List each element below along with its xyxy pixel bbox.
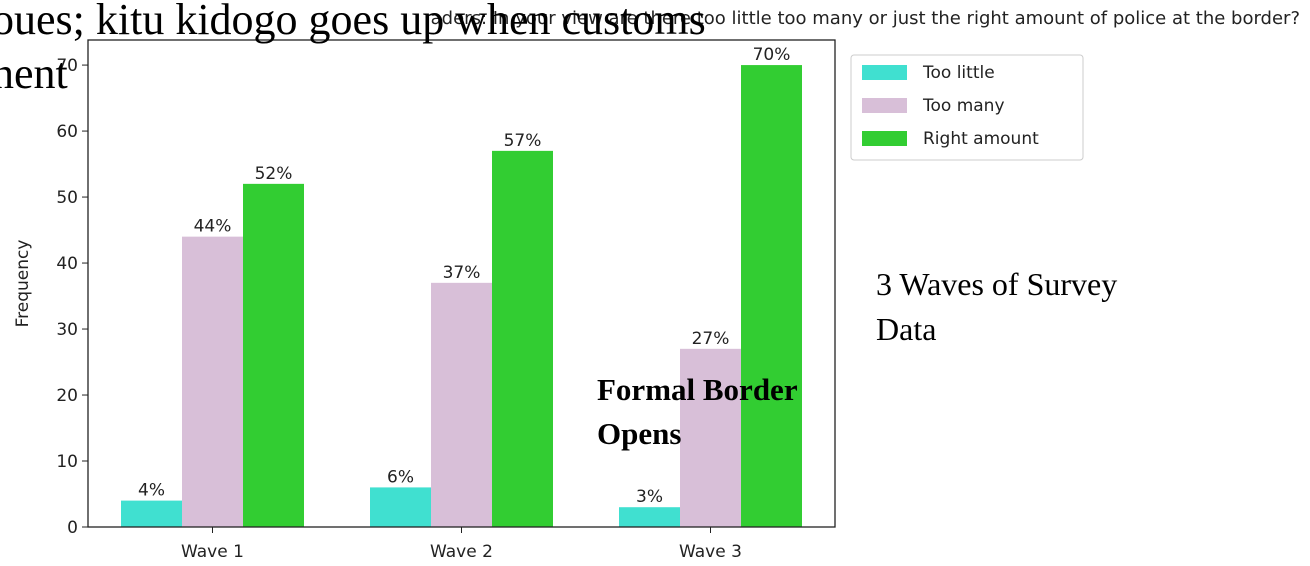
legend-swatch bbox=[862, 131, 907, 146]
annotation: 3 Waves of Survey bbox=[876, 266, 1117, 302]
y-tick-label: 10 bbox=[56, 452, 78, 472]
value-label: 52% bbox=[255, 164, 293, 184]
value-label: 4% bbox=[138, 481, 165, 501]
value-label: 6% bbox=[387, 467, 414, 487]
bar bbox=[182, 236, 243, 527]
chart-title: aders: In your view are there too little… bbox=[431, 8, 1300, 29]
y-tick-label: 60 bbox=[56, 122, 78, 142]
value-label: 3% bbox=[636, 487, 663, 507]
y-tick-label: 0 bbox=[67, 518, 78, 538]
bar bbox=[619, 507, 680, 527]
value-label: 44% bbox=[194, 217, 232, 237]
legend-swatch bbox=[862, 98, 907, 113]
bar bbox=[680, 348, 741, 527]
y-tick-label: 50 bbox=[56, 188, 78, 208]
legend-label: Too little bbox=[922, 63, 995, 83]
legend-label: Right amount bbox=[923, 129, 1039, 149]
overlay-heading: nent bbox=[0, 49, 68, 98]
y-tick-label: 20 bbox=[56, 386, 78, 406]
annotation: Formal Border bbox=[597, 372, 798, 407]
bar bbox=[741, 65, 802, 528]
bar bbox=[121, 500, 182, 527]
y-tick-label: 40 bbox=[56, 254, 78, 274]
legend-label: Too many bbox=[922, 96, 1005, 116]
bar bbox=[370, 487, 431, 527]
bar bbox=[492, 150, 553, 527]
value-label: 70% bbox=[753, 45, 791, 65]
bar bbox=[243, 183, 304, 527]
y-axis-label: Frequency bbox=[13, 240, 33, 328]
legend-swatch bbox=[862, 65, 907, 80]
value-label: 57% bbox=[504, 131, 542, 151]
legend-box bbox=[850, 54, 1084, 161]
y-tick-label: 30 bbox=[56, 320, 78, 340]
value-label: 37% bbox=[443, 263, 481, 283]
y-tick-label: 70 bbox=[56, 56, 78, 76]
x-tick-label: Wave 1 bbox=[181, 542, 244, 562]
overlay-heading: oues; kitu kidogo goes up when customs bbox=[0, 0, 706, 44]
plot-frame bbox=[87, 39, 836, 528]
annotation: Data bbox=[876, 311, 936, 347]
value-label: 27% bbox=[692, 329, 730, 349]
bar bbox=[431, 282, 492, 527]
x-tick-label: Wave 3 bbox=[679, 542, 742, 562]
annotation: Opens bbox=[597, 416, 681, 451]
x-tick-label: Wave 2 bbox=[430, 542, 493, 562]
